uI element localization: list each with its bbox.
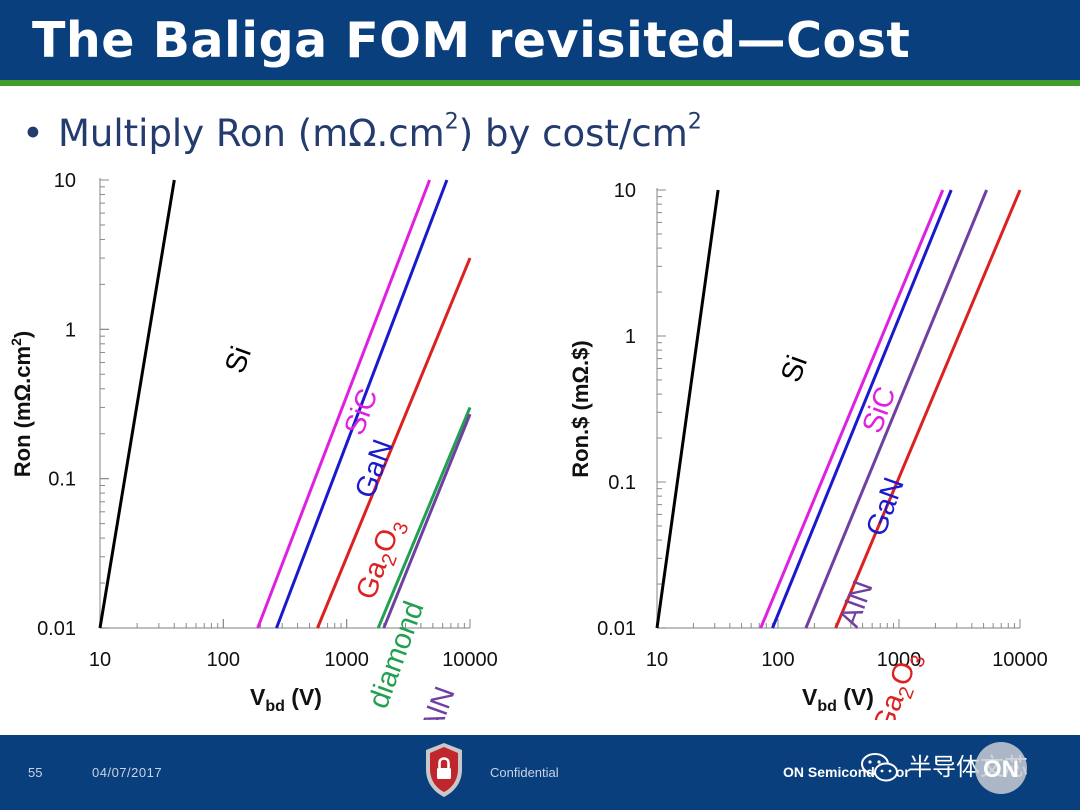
c0-y-tick-label: 0.01 [37, 618, 76, 640]
company-logo: ON [975, 742, 1027, 794]
c1-x-tick-label: 10000 [992, 649, 1048, 671]
c1-series-label-gan: GaN [860, 473, 910, 540]
wechat-icon [861, 753, 898, 782]
c1-x-axis-label: Vbd (V) [802, 684, 874, 715]
footer-bar: 55 04/07/2017 Confidential ON Semiconduc… [0, 735, 1080, 810]
c1-series-label-aln: AlN [834, 576, 880, 631]
c1-series-line-gan [771, 189, 953, 629]
c0-x-tick-label: 10000 [442, 649, 498, 671]
footer-date: 04/07/2017 [92, 765, 163, 780]
c1-y-tick-label: 1 [625, 326, 636, 348]
c0-x-axis-label: Vbd (V) [250, 684, 322, 715]
chart-right: 10 100 1000 10000 10 1 0.1 0.01 Vbd (V) Ron.$ (mΩ… [568, 180, 1048, 720]
c1-y-axis-label: Ron.$ (mΩ.$) [568, 340, 593, 477]
c0-series-line-si [98, 179, 176, 629]
c1-series-label-ga2o3: Ga2O3 [867, 647, 930, 720]
confidential-label: Confidential [490, 765, 559, 780]
bullet-text-pre: Multiply Ron (mΩ.cm [58, 112, 445, 155]
c1-series-label-sic: SiC [857, 382, 903, 437]
c0-x-tick-label: 100 [207, 649, 240, 671]
c1-series-line-ga2o3 [834, 189, 1022, 629]
chart-left: 10 100 1000 10000 10 1 0.1 0.01 Vbd (V) Ron (mΩ.c… [8, 170, 498, 720]
svg-text:ON: ON [983, 756, 1019, 783]
c1-series-label-si: Si [775, 351, 814, 386]
c0-series-line-aln [382, 413, 472, 629]
c1-y-tick-label: 10 [614, 180, 636, 202]
c1-series-line-aln [804, 189, 988, 629]
c0-series-line-sic [256, 179, 432, 629]
c1-y-tick-label: 0.01 [597, 618, 636, 640]
title-accent-rule [0, 80, 1080, 86]
c0-y-tick-label: 0.1 [48, 469, 76, 491]
c0-series-label-diamond: diamond [362, 597, 430, 712]
c0-series-line-ga2o3 [316, 257, 472, 629]
c0-y-axis-label: Ron (mΩ.cm2) [8, 331, 35, 477]
c1-x-tick-label: 100 [761, 649, 794, 671]
c0-series-label-sic: SiC [339, 384, 385, 439]
c0-x-tick-label: 1000 [324, 649, 369, 671]
security-shield-icon [426, 743, 462, 797]
c0-x-tick-label: 10 [89, 649, 111, 671]
bullet-item: • Multiply Ron (mΩ.cm2) by cost/cm2 [22, 110, 702, 155]
c1-x-tick-label: 1000 [877, 649, 922, 671]
c0-series-line-diamond [376, 406, 472, 629]
bullet-text-mid: ) by cost/cm [458, 112, 688, 155]
title-bar: The Baliga FOM revisited—Cost [0, 0, 1080, 80]
c0-y-tick-label: 1 [65, 319, 76, 341]
c1-x-tick-label: 10 [646, 649, 668, 671]
bullet-symbol: • [22, 112, 44, 155]
slide-title: The Baliga FOM revisited—Cost [32, 12, 911, 69]
c1-series-line-si [655, 189, 720, 629]
c0-series-label-aln: AlN [416, 682, 462, 720]
bullet-sup-1: 2 [444, 108, 459, 135]
c1-y-tick-label: 0.1 [608, 472, 636, 494]
c0-series-label-gan: GaN [349, 435, 399, 502]
c1-series-line-sic [759, 189, 945, 629]
c0-y-tick-label: 10 [54, 170, 76, 192]
bullet-sup-2: 2 [687, 108, 702, 135]
c0-series-line-gan [275, 179, 449, 629]
page-number: 55 [28, 765, 43, 780]
c0-series-label-si: Si [219, 342, 258, 377]
